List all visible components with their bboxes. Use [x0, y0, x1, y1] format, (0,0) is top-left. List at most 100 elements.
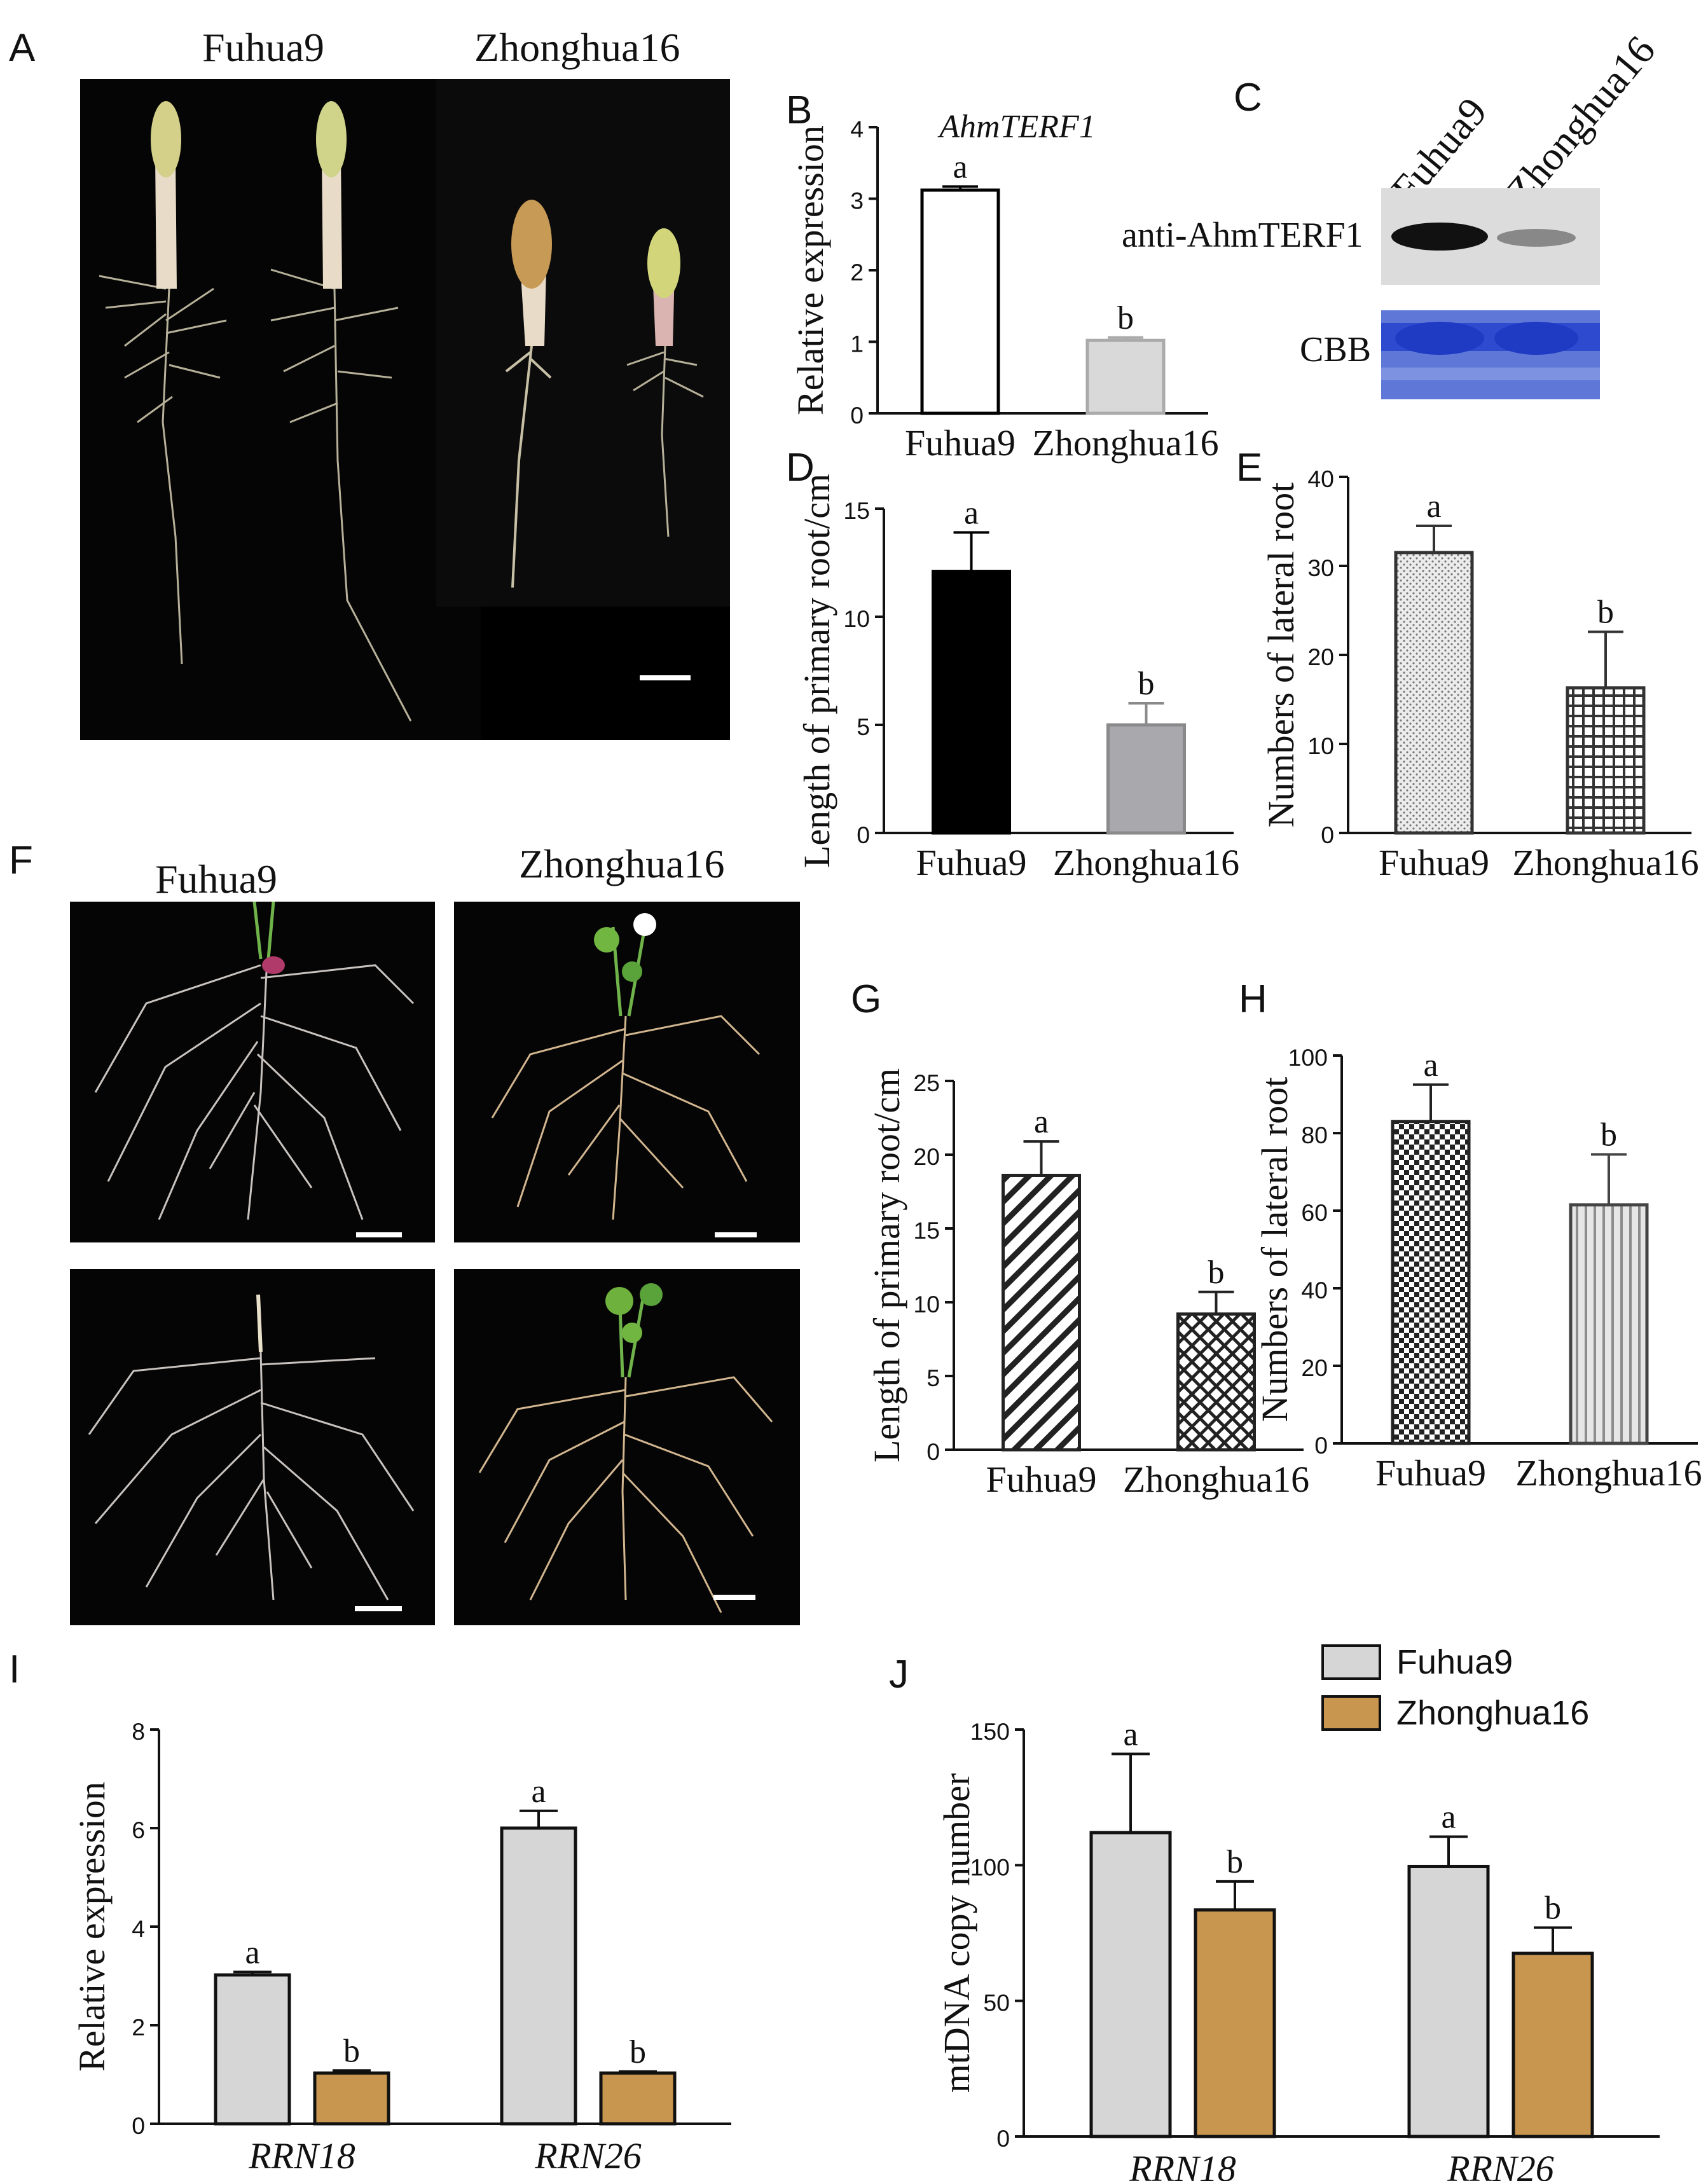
cbb-stain-panel [1381, 310, 1600, 399]
y-axis-label: Length of primary root/cm [866, 1068, 907, 1462]
y-tick-label: 4 [850, 116, 864, 142]
chart-svg-i: 0 2 4 6 8 Relative expression a b RRN18 a b RRN26 [71, 1718, 731, 2177]
panel-letter-b: B [786, 88, 813, 132]
y-tick-label: 80 [1301, 1122, 1328, 1148]
y-tick-label: 40 [1301, 1277, 1328, 1304]
wb-row-label-cbb: CBB [1300, 330, 1372, 369]
bar-zhonghua16-rrn18 [1194, 1908, 1276, 2138]
chart-h: 0 20 40 60 80 100 Numbers of lateral root a Fuhu… [1246, 1043, 1704, 1513]
y-tick-label: 10 [843, 605, 870, 632]
seedling-photo-a [80, 79, 730, 740]
significance-letter: a [1123, 1716, 1138, 1752]
panel-letter-e: E [1236, 446, 1263, 490]
x-tick-label: Fuhua9 [1375, 1452, 1486, 1494]
x-tick-label: Zhonghua16 [1512, 842, 1698, 883]
y-tick-label: 0 [1321, 822, 1334, 848]
panel-letter-f: F [9, 839, 33, 883]
y-tick-label: 0 [850, 402, 864, 429]
y-tick-label: 100 [970, 1854, 1010, 1880]
significance-letter: a [1034, 1104, 1049, 1140]
y-tick-label: 50 [983, 1990, 1010, 2016]
scale-bar [640, 675, 691, 680]
legend-swatch [1321, 1644, 1381, 1680]
y-tick-label: 20 [913, 1143, 940, 1170]
panel-letter-d: D [786, 446, 815, 490]
chart-i: 0 2 4 6 8 Relative expression a b RRN18 a b RRN26 [64, 1704, 750, 2177]
significance-letter: b [1545, 1890, 1561, 1926]
significance-letter: b [630, 2034, 646, 2070]
y-tick-label: 150 [970, 1718, 1010, 1745]
y-tick-label: 15 [913, 1217, 940, 1244]
significance-letter: a [1423, 1047, 1438, 1084]
significance-letter: b [343, 2033, 360, 2069]
bar-zhonghua16 [1569, 1203, 1649, 1445]
significance-letter: b [1208, 1255, 1225, 1291]
legend-swatch [1321, 1695, 1381, 1731]
y-tick-label: 3 [850, 188, 864, 214]
panel-letter-i: I [9, 1648, 20, 1691]
y-tick-label: 4 [132, 1915, 145, 1942]
root-photo-zhonghua16-bottom [454, 1269, 800, 1625]
y-axis-label: Relative expression [790, 125, 831, 415]
y-axis-label: Length of primary root/cm [796, 474, 837, 868]
chart-title: AhmTERF1 [937, 109, 1096, 145]
significance-letter: b [1601, 1117, 1617, 1153]
bar-zhonghua16 [1176, 1312, 1256, 1452]
bar-fuhua9 [1391, 1120, 1471, 1445]
x-tick-label: Zhonghua16 [1515, 1452, 1702, 1494]
bar-fuhua9-rrn18 [214, 1973, 291, 2126]
bar-fuhua9 [1002, 1173, 1081, 1452]
y-tick-label: 0 [996, 2125, 1010, 2152]
x-tick-label: Zhonghua16 [1053, 842, 1239, 883]
wb-row-label-antibody: anti-AhmTERF1 [1122, 216, 1363, 255]
x-tick-label: Fuhua9 [916, 842, 1027, 883]
chart-g: 0 5 10 15 20 25 Length of primary root/cm a Fuhu… [852, 1068, 1310, 1513]
lane-label-zhonghua16: Zhonghua16 [1497, 27, 1664, 214]
bar-zhonghua16 [1566, 686, 1646, 835]
chart-j: 0 50 100 150 mtDNA copy number a b RRN18 a b RRN26… [928, 1628, 1704, 2181]
significance-letter: a [1426, 488, 1441, 525]
western-blot-band-panel [1381, 188, 1600, 285]
y-tick-label: 0 [857, 822, 870, 848]
significance-letter: a [1441, 1799, 1456, 1836]
panel-letter-a: A [9, 26, 36, 70]
bar-fuhua9-rrn26 [500, 1826, 577, 2126]
y-tick-label: 5 [857, 713, 870, 740]
y-tick-label: 6 [132, 1817, 145, 1843]
chart-b: 0 1 2 3 4 Relative expression AhmTERF1 a Fuhua9 b… [789, 109, 1234, 471]
significance-letter: a [953, 149, 967, 185]
y-tick-label: 30 [1307, 554, 1334, 581]
chart-svg-j: 0 50 100 150 mtDNA copy number a b RRN18 a b RRN26… [936, 1643, 1660, 2181]
root-photo-fuhua9-bottom [70, 1269, 435, 1625]
bar-zhonghua16 [1106, 723, 1186, 835]
x-tick-label: Fuhua9 [905, 422, 1016, 464]
y-tick-label: 60 [1301, 1199, 1328, 1226]
bar-fuhua9-rrn26 [1407, 1864, 1490, 2138]
y-tick-label: 100 [1288, 1044, 1328, 1071]
y-axis-label: Numbers of lateral root [1254, 1077, 1295, 1422]
bar-zhonghua16-rrn18 [313, 2071, 390, 2126]
bar-zhonghua16-rrn26 [1512, 1951, 1594, 2138]
panel-f-label-fuhua9: Fuhua9 [155, 857, 277, 902]
y-tick-label: 2 [132, 2014, 145, 2040]
y-axis-label: Relative expression [71, 1782, 113, 2072]
panel-letter-h: H [1239, 977, 1267, 1021]
root-photo-fuhua9-top [70, 902, 435, 1242]
significance-letter: a [245, 1934, 259, 1971]
root-photo-zhonghua16-top [454, 902, 800, 1242]
panel-letter-j: J [889, 1653, 909, 1696]
y-tick-label: 8 [132, 1718, 145, 1745]
y-tick-label: 40 [1307, 465, 1334, 492]
significance-letter: b [1117, 300, 1134, 336]
x-tick-label: Fuhua9 [1379, 842, 1489, 883]
y-tick-label: 20 [1301, 1354, 1328, 1381]
y-tick-label: 5 [926, 1365, 940, 1391]
y-tick-label: 10 [1307, 733, 1334, 759]
bar-fuhua9 [1394, 551, 1474, 835]
y-tick-label: 0 [132, 2112, 145, 2139]
x-tick-label: Zhonghua16 [1123, 1459, 1309, 1500]
y-tick-label: 15 [843, 497, 870, 524]
bar-fuhua9 [932, 570, 1011, 835]
